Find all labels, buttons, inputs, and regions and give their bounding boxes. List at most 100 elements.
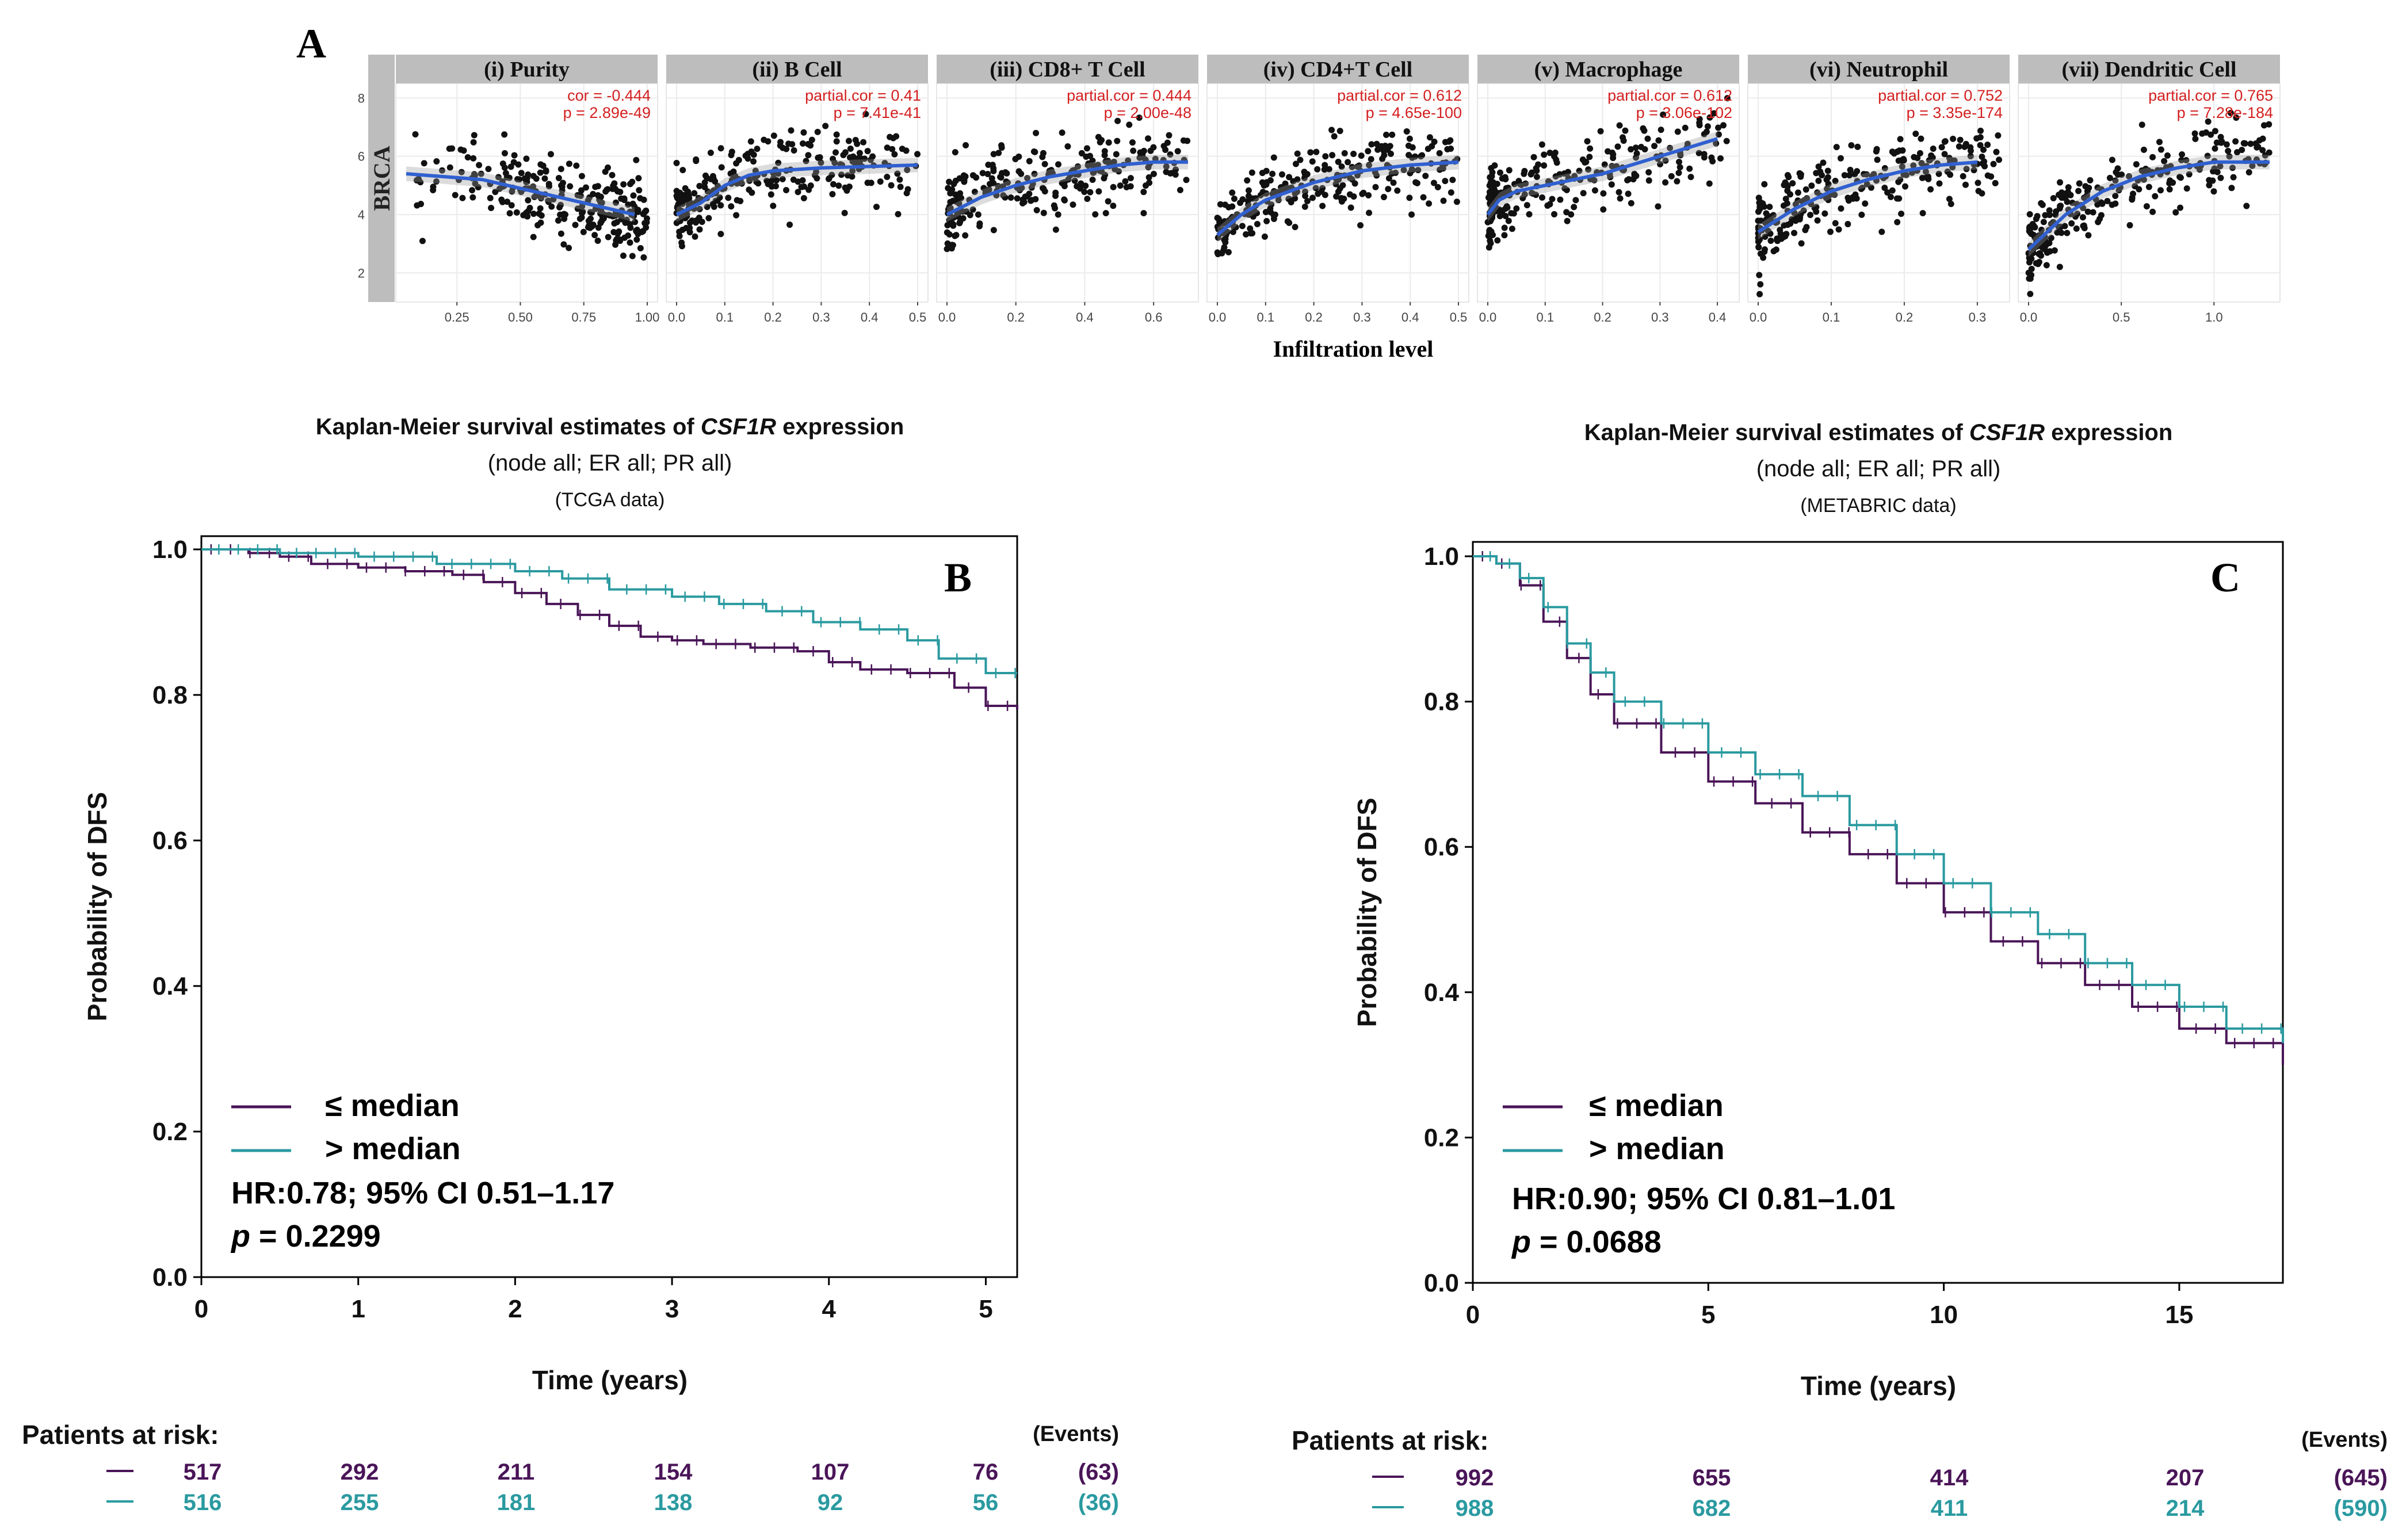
scatter-point [1083, 145, 1090, 152]
scatter-point [1488, 173, 1495, 179]
scatter-point [1270, 154, 1277, 161]
scatter-point [1145, 174, 1152, 181]
risk-count-high: 411 [1931, 1496, 1968, 1521]
scatter-point [1660, 111, 1667, 118]
scatter-point [1110, 158, 1117, 165]
panel-b: Kaplan-Meier survival estimates of CSF1R… [22, 414, 1119, 1515]
scatter-point [897, 184, 904, 190]
scatter-point [1278, 184, 1285, 190]
scatter-point [829, 190, 836, 197]
scatter-point [1097, 139, 1103, 146]
scatter-point [1767, 230, 1774, 237]
scatter-point [1229, 189, 1236, 196]
scatter-point [775, 159, 782, 166]
scatter-point [1844, 221, 1851, 228]
scatter-point [605, 212, 612, 219]
scatter-point [1889, 148, 1896, 155]
scatter-point [1129, 139, 1136, 146]
scatter-point [2084, 188, 2091, 194]
scatter-point [1350, 193, 1357, 200]
scatter-point [1889, 187, 1896, 194]
scatter-point [2186, 171, 2193, 178]
panel-b-title: Kaplan-Meier survival estimates of CSF1R… [316, 414, 904, 440]
scatter-point [1858, 211, 1865, 218]
risk-count-low: 292 [341, 1459, 379, 1485]
scatter-point [1791, 230, 1798, 236]
panel-b-hr-text: HR:0.78; 95% CI 0.51–1.17 [231, 1176, 614, 1210]
panel-b-plot: 0.0 0.2 0.4 0.6 0.8 1.0 0 1 2 3 4 5 [152, 536, 1018, 1323]
scatter-point [873, 204, 880, 211]
scatter-point [1979, 190, 1985, 197]
scatter-point [595, 224, 602, 231]
scatter-point [1956, 143, 1962, 150]
scatter-point [2233, 114, 2240, 121]
scatter-point [2064, 230, 2071, 236]
scatter-point [1150, 144, 1157, 151]
scatter-point [590, 190, 597, 197]
scatter-point [2226, 153, 2233, 160]
scatter-point [1723, 137, 1730, 144]
scatter-point [2038, 200, 2045, 207]
panel-c-title-suffix: expression [2045, 420, 2172, 445]
scatter-point [1385, 186, 1392, 193]
scatter-point [612, 241, 619, 248]
scatter-point [2161, 158, 2168, 165]
scatter-point [523, 179, 530, 186]
scatter-point [635, 208, 641, 215]
scatter-point [1215, 234, 1221, 241]
scatter-point [495, 174, 502, 181]
scatter-point [1903, 171, 1909, 178]
scatter-point [1625, 190, 1632, 197]
scatter-point [868, 179, 874, 186]
scatter-point [630, 192, 637, 199]
scatter-point [2233, 149, 2240, 156]
risk-count-high: 181 [497, 1490, 536, 1515]
scatter-point [643, 208, 650, 215]
x-tick-label: 0.2 [764, 310, 782, 324]
scatter-point [1813, 208, 1820, 215]
scatter-point [635, 175, 642, 182]
scatter-point [1800, 207, 1807, 214]
scatter-point [1380, 194, 1387, 201]
scatter-point [1503, 185, 1510, 192]
scatter-point [732, 173, 739, 179]
scatter-point [1935, 170, 1942, 177]
panel-c-ylabel: Probability of DFS [1352, 798, 1382, 1027]
scatter-point [1808, 182, 1815, 189]
scatter-point [1557, 196, 1564, 203]
scatter-point [1859, 184, 1866, 191]
scatter-point [838, 171, 845, 178]
scatter-point [1105, 158, 1112, 165]
scatter-point [596, 196, 603, 203]
scatter-point [1094, 162, 1101, 169]
scatter-point [610, 229, 617, 236]
scatter-point [2096, 215, 2103, 222]
scatter-point [2079, 214, 2086, 221]
scatter-point [807, 182, 814, 189]
scatter-point [1803, 224, 1810, 231]
scatter-point [2113, 169, 2119, 175]
scatter-point [1874, 156, 1881, 163]
scatter-point [1113, 151, 1120, 158]
scatter-point [1495, 192, 1502, 199]
scatter-point [888, 182, 895, 189]
scatter-point [709, 173, 716, 179]
panel-b-p-text: = 0.2299 [250, 1219, 381, 1254]
scatter-point [1366, 162, 1373, 169]
scatter-point [999, 170, 1006, 177]
scatter-point [1431, 138, 1438, 145]
scatter-point [1881, 185, 1888, 192]
scatter-point [696, 206, 703, 213]
scatter-point [1486, 189, 1493, 196]
scatter-point [2176, 174, 2183, 181]
scatter-point [1848, 142, 1855, 149]
panel-b-subtitle: (node all; ER all; PR all) [488, 450, 732, 476]
scatter-point [2183, 185, 2190, 192]
scatter-point [1082, 182, 1089, 189]
scatter-point [1881, 165, 1888, 171]
scatter-point [2145, 184, 2152, 190]
scatter-point [572, 221, 579, 228]
scatter-point [1533, 174, 1540, 181]
scatter-point [2068, 220, 2075, 227]
